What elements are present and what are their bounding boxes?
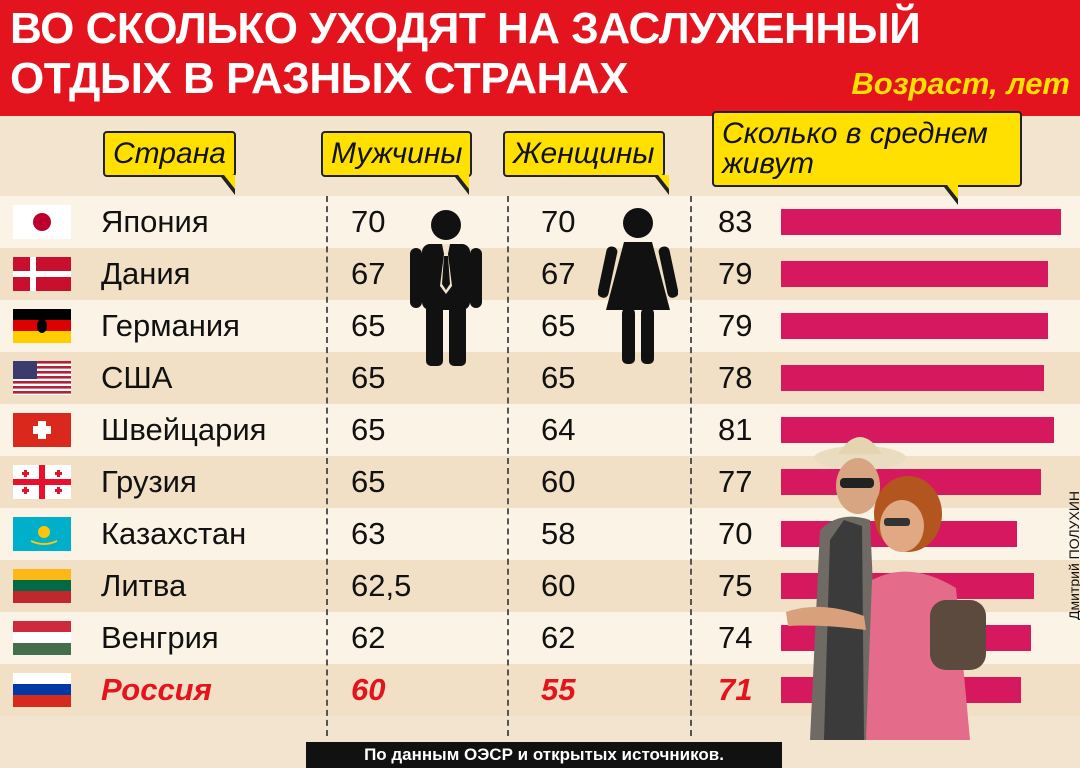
life-expectancy-value: 77 (718, 464, 753, 499)
women-column-header: Женщины (503, 131, 669, 195)
column-divider (326, 196, 328, 736)
usa-flag (13, 361, 71, 395)
lithuania-flag (13, 569, 71, 603)
kazakhstan-flag (13, 517, 71, 551)
men-age-value: 63 (351, 516, 386, 551)
woman-icon (598, 208, 678, 364)
men-header-label: Мужчины (331, 137, 463, 170)
japan-flag (13, 205, 71, 239)
russia-flag (13, 673, 71, 707)
women-age-value: 65 (541, 360, 576, 395)
germany-flag (13, 309, 71, 343)
country-label: Венгрия (101, 620, 219, 655)
life-expectancy-value: 75 (718, 568, 753, 603)
life-expectancy-value: 79 (718, 256, 753, 291)
life-expectancy-bar (781, 313, 1048, 339)
photo-credit: Дмитрий ПОЛУХИН (1066, 490, 1080, 620)
life-expectancy-value: 83 (718, 204, 753, 239)
title-line-2: ОТДЫХ В РАЗНЫХ СТРАНАХ (10, 54, 628, 103)
country-column-header: Страна (103, 131, 236, 195)
women-age-value: 60 (541, 568, 576, 603)
column-divider (690, 196, 692, 736)
country-label: Грузия (101, 464, 197, 499)
life-expectancy-value: 70 (718, 516, 753, 551)
source-note: По данным ОЭСР и открытых источников. (306, 742, 782, 768)
chart-title: ВО СКОЛЬКО УХОДЯТ НА ЗАСЛУЖЕННЫЙ ОТДЫХ В… (10, 4, 921, 104)
men-age-value: 62 (351, 620, 386, 655)
women-age-value: 62 (541, 620, 576, 655)
switzerland-flag (13, 413, 71, 447)
georgia-flag (13, 465, 71, 499)
women-age-value: 65 (541, 308, 576, 343)
women-age-value: 58 (541, 516, 576, 551)
women-age-value: 70 (541, 204, 576, 239)
hungary-flag (13, 621, 71, 655)
men-age-value: 70 (351, 204, 386, 239)
life-expectancy-bar (781, 261, 1048, 287)
life-expectancy-value: 74 (718, 620, 753, 655)
women-age-value: 55 (541, 672, 576, 707)
men-age-value: 62,5 (351, 568, 412, 603)
title-line-1: ВО СКОЛЬКО УХОДЯТ НА ЗАСЛУЖЕННЫЙ (10, 4, 921, 53)
title-banner (0, 0, 1080, 116)
country-label: Германия (101, 308, 240, 343)
country-label: Россия (101, 672, 212, 707)
life-expectancy-bar (781, 417, 1054, 443)
men-age-value: 65 (351, 412, 386, 447)
men-age-value: 65 (351, 464, 386, 499)
life-header-line-2: живут (722, 147, 814, 180)
women-age-value: 64 (541, 412, 576, 447)
men-age-value: 60 (351, 672, 386, 707)
country-header-label: Страна (113, 137, 226, 170)
women-age-value: 60 (541, 464, 576, 499)
men-age-value: 67 (351, 256, 386, 291)
country-label: Дания (101, 256, 191, 291)
women-header-label: Женщины (513, 137, 655, 170)
men-age-value: 65 (351, 360, 386, 395)
life-expectancy-bar (781, 365, 1044, 391)
country-label: Швейцария (101, 412, 267, 447)
life-header-line-1: Сколько в среднем (722, 117, 988, 150)
life-expectancy-value: 79 (718, 308, 753, 343)
column-divider (507, 196, 509, 736)
men-column-header: Мужчины (321, 131, 473, 195)
life-expectancy-value: 78 (718, 360, 753, 395)
life-expectancy-value: 81 (718, 412, 753, 447)
denmark-flag (13, 257, 71, 291)
life-column-header: Сколько в среднем живут (712, 111, 1022, 205)
elderly-couple-photo (786, 437, 986, 740)
women-age-value: 67 (541, 256, 576, 291)
country-label: Япония (101, 204, 209, 239)
life-expectancy-bar (781, 209, 1061, 235)
men-age-value: 65 (351, 308, 386, 343)
man-icon (410, 210, 482, 366)
unit-label: Возраст, лет (851, 66, 1070, 101)
country-label: Казахстан (101, 516, 247, 551)
country-label: Литва (101, 568, 187, 603)
country-label: США (101, 360, 173, 395)
life-expectancy-value: 71 (718, 672, 753, 707)
